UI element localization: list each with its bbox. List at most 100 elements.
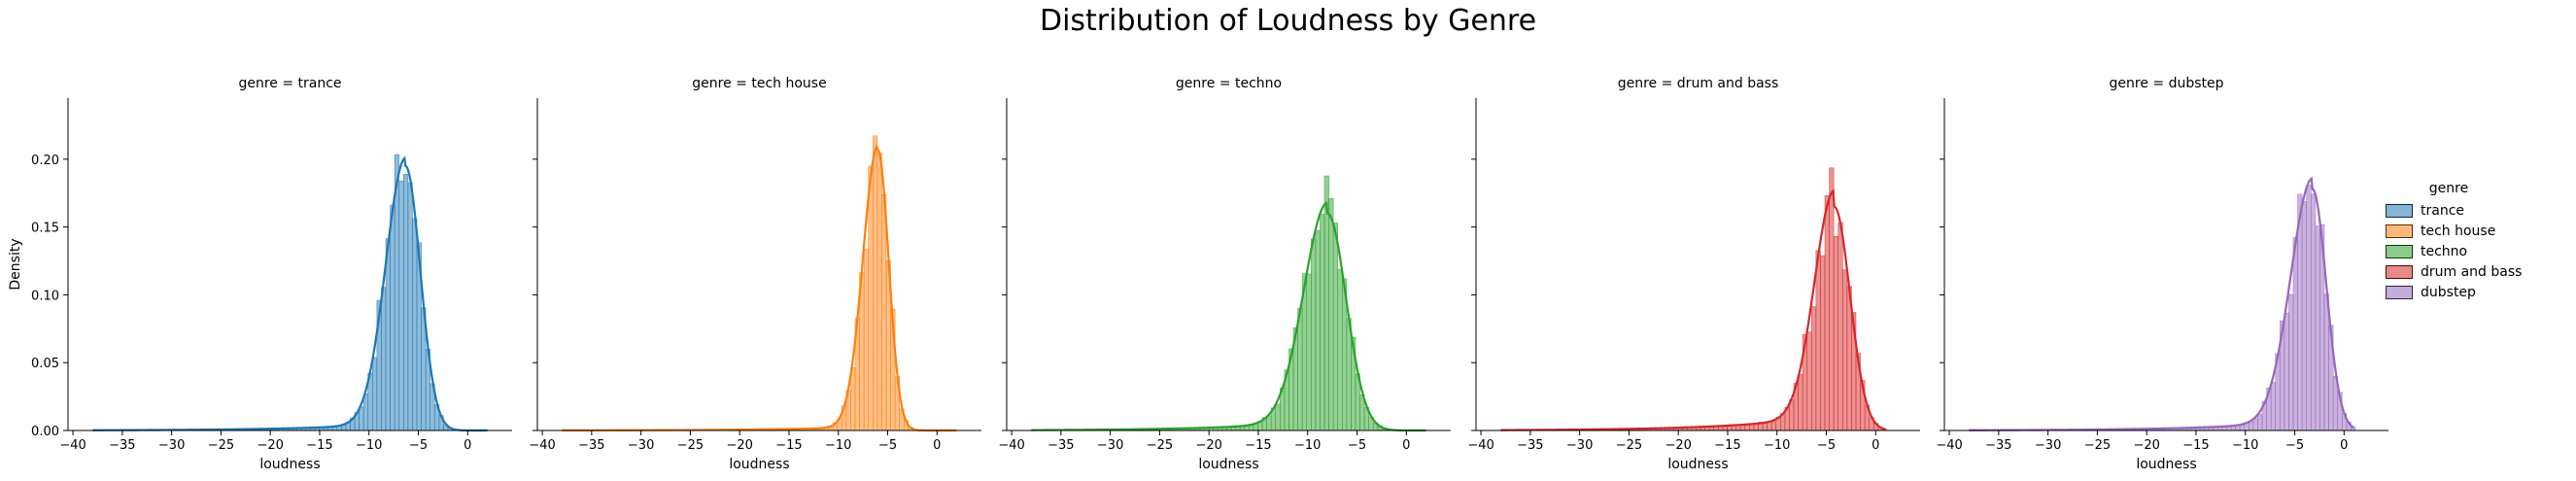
histogram-bar: [1328, 197, 1334, 431]
histogram-bar: [2301, 200, 2308, 431]
histogram-bar: [2270, 382, 2277, 431]
legend-label: techno: [2421, 243, 2468, 259]
histogram-bar: [2288, 293, 2294, 431]
kde-line: [1500, 188, 1886, 431]
x-tick-label: −20: [1195, 438, 1221, 453]
histogram-bar: [412, 218, 418, 431]
histogram-bar: [1810, 306, 1817, 431]
legend-swatch: [2386, 244, 2413, 258]
histogram-bar: [402, 174, 409, 431]
x-tick-label: −5: [1817, 438, 1836, 453]
x-tick-label: −40: [998, 438, 1024, 453]
histogram-bar: [1833, 236, 1839, 431]
panel-title: genre = drum and bass: [1618, 76, 1779, 91]
histogram-bar: [2315, 225, 2320, 431]
x-tick-label: −35: [109, 438, 135, 453]
kde-line: [92, 155, 488, 432]
histogram-bar: [1767, 422, 1772, 431]
x-tick-label: −15: [306, 438, 332, 453]
histogram-bar: [1824, 195, 1830, 431]
histogram-bar: [2310, 193, 2317, 431]
x-tick-label: −15: [1245, 438, 1271, 453]
legend-item: techno: [2386, 241, 2522, 261]
y-tick-label: 0.10: [31, 289, 59, 303]
x-tick-label: −40: [1936, 438, 1962, 453]
x-tick-label: −20: [2133, 438, 2159, 453]
y-axis-label: Density: [8, 238, 23, 290]
histogram-bar: [1310, 238, 1317, 431]
histogram-bar: [1815, 250, 1821, 431]
x-tick-label: −25: [2084, 438, 2111, 453]
histogram-bar: [1762, 423, 1768, 431]
x-tick-label: −30: [1566, 438, 1593, 453]
legend-item: drum and bass: [2386, 261, 2522, 282]
histogram-bar: [1315, 230, 1321, 431]
x-tick-label: −15: [2182, 438, 2209, 453]
x-tick-label: −10: [1764, 438, 1790, 453]
x-axis-label: loudness: [259, 457, 320, 472]
histogram-bar: [2306, 185, 2312, 431]
x-tick-label: −30: [2035, 438, 2061, 453]
legend-swatch: [2386, 285, 2413, 299]
x-tick-label: −25: [208, 438, 234, 453]
histogram-bar: [1806, 331, 1812, 431]
kde-line: [1031, 200, 1426, 432]
histogram-bar: [863, 248, 870, 431]
x-tick-label: −30: [1097, 438, 1123, 453]
x-axis-label: loudness: [1667, 457, 1728, 472]
histogram-bar: [2248, 421, 2254, 431]
x-tick-label: −20: [726, 438, 752, 453]
legend-swatch: [2386, 223, 2413, 238]
y-tick-label: 0.15: [31, 222, 59, 236]
legend-label: trance: [2421, 202, 2465, 219]
histogram-bar: [1266, 415, 1272, 431]
histogram-bar: [362, 394, 369, 431]
legend-swatch: [2386, 203, 2413, 218]
legend-item: trance: [2386, 200, 2522, 221]
x-tick-label: −25: [1147, 438, 1173, 453]
legend-swatch: [2386, 264, 2413, 279]
histogram-bar: [1829, 167, 1835, 431]
x-tick-label: −10: [2232, 438, 2258, 453]
histogram-bar: [1841, 269, 1848, 431]
x-tick-label: −5: [409, 438, 428, 453]
histogram-bar: [371, 357, 378, 431]
histogram-bar: [881, 193, 887, 431]
x-axis-label: loudness: [2136, 457, 2196, 472]
histogram-bar: [407, 182, 413, 431]
histogram-bar: [1332, 223, 1339, 431]
histogram-bar: [1320, 214, 1325, 431]
x-tick-label: −5: [2285, 438, 2304, 453]
histogram-bar: [385, 238, 391, 431]
x-tick-label: 0: [1872, 438, 1879, 453]
x-tick-label: −15: [775, 438, 802, 453]
histogram-bar: [2235, 425, 2241, 431]
histogram-bar: [1744, 425, 1750, 431]
legend-label: drum and bass: [2421, 263, 2523, 280]
x-tick-label: −35: [1517, 438, 1543, 453]
legend: genre trance tech house techno drum and bas…: [2386, 181, 2522, 302]
histogram-bar: [1753, 424, 1759, 431]
histogram-bar: [1838, 222, 1843, 431]
histogram-bar: [2292, 237, 2298, 431]
legend-label: tech house: [2421, 223, 2496, 239]
x-tick-label: 0: [2340, 438, 2348, 453]
histogram-bar: [872, 135, 878, 431]
histogram-bar: [2252, 418, 2258, 431]
histogram-bar: [390, 204, 395, 431]
histogram-bar: [1820, 255, 1826, 431]
x-tick-label: −20: [1665, 438, 1691, 453]
x-tick-label: 0: [464, 438, 471, 453]
panel-title: genre = techno: [1176, 76, 1282, 91]
x-tick-label: −5: [1348, 438, 1366, 453]
x-tick-label: −30: [158, 438, 185, 453]
panel-title: genre = dubstep: [2110, 76, 2224, 91]
histogram-bar: [1275, 403, 1281, 431]
histogram-bar: [868, 165, 874, 431]
x-tick-label: 0: [933, 438, 941, 453]
histogram-bar: [381, 287, 387, 431]
x-tick-label: −5: [878, 438, 897, 453]
x-axis-label: loudness: [1198, 457, 1258, 472]
x-tick-label: −35: [1048, 438, 1074, 453]
